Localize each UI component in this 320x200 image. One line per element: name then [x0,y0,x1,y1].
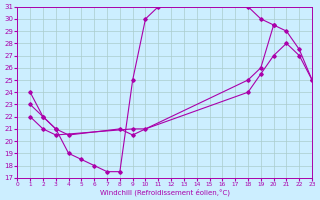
X-axis label: Windchill (Refroidissement éolien,°C): Windchill (Refroidissement éolien,°C) [100,188,230,196]
